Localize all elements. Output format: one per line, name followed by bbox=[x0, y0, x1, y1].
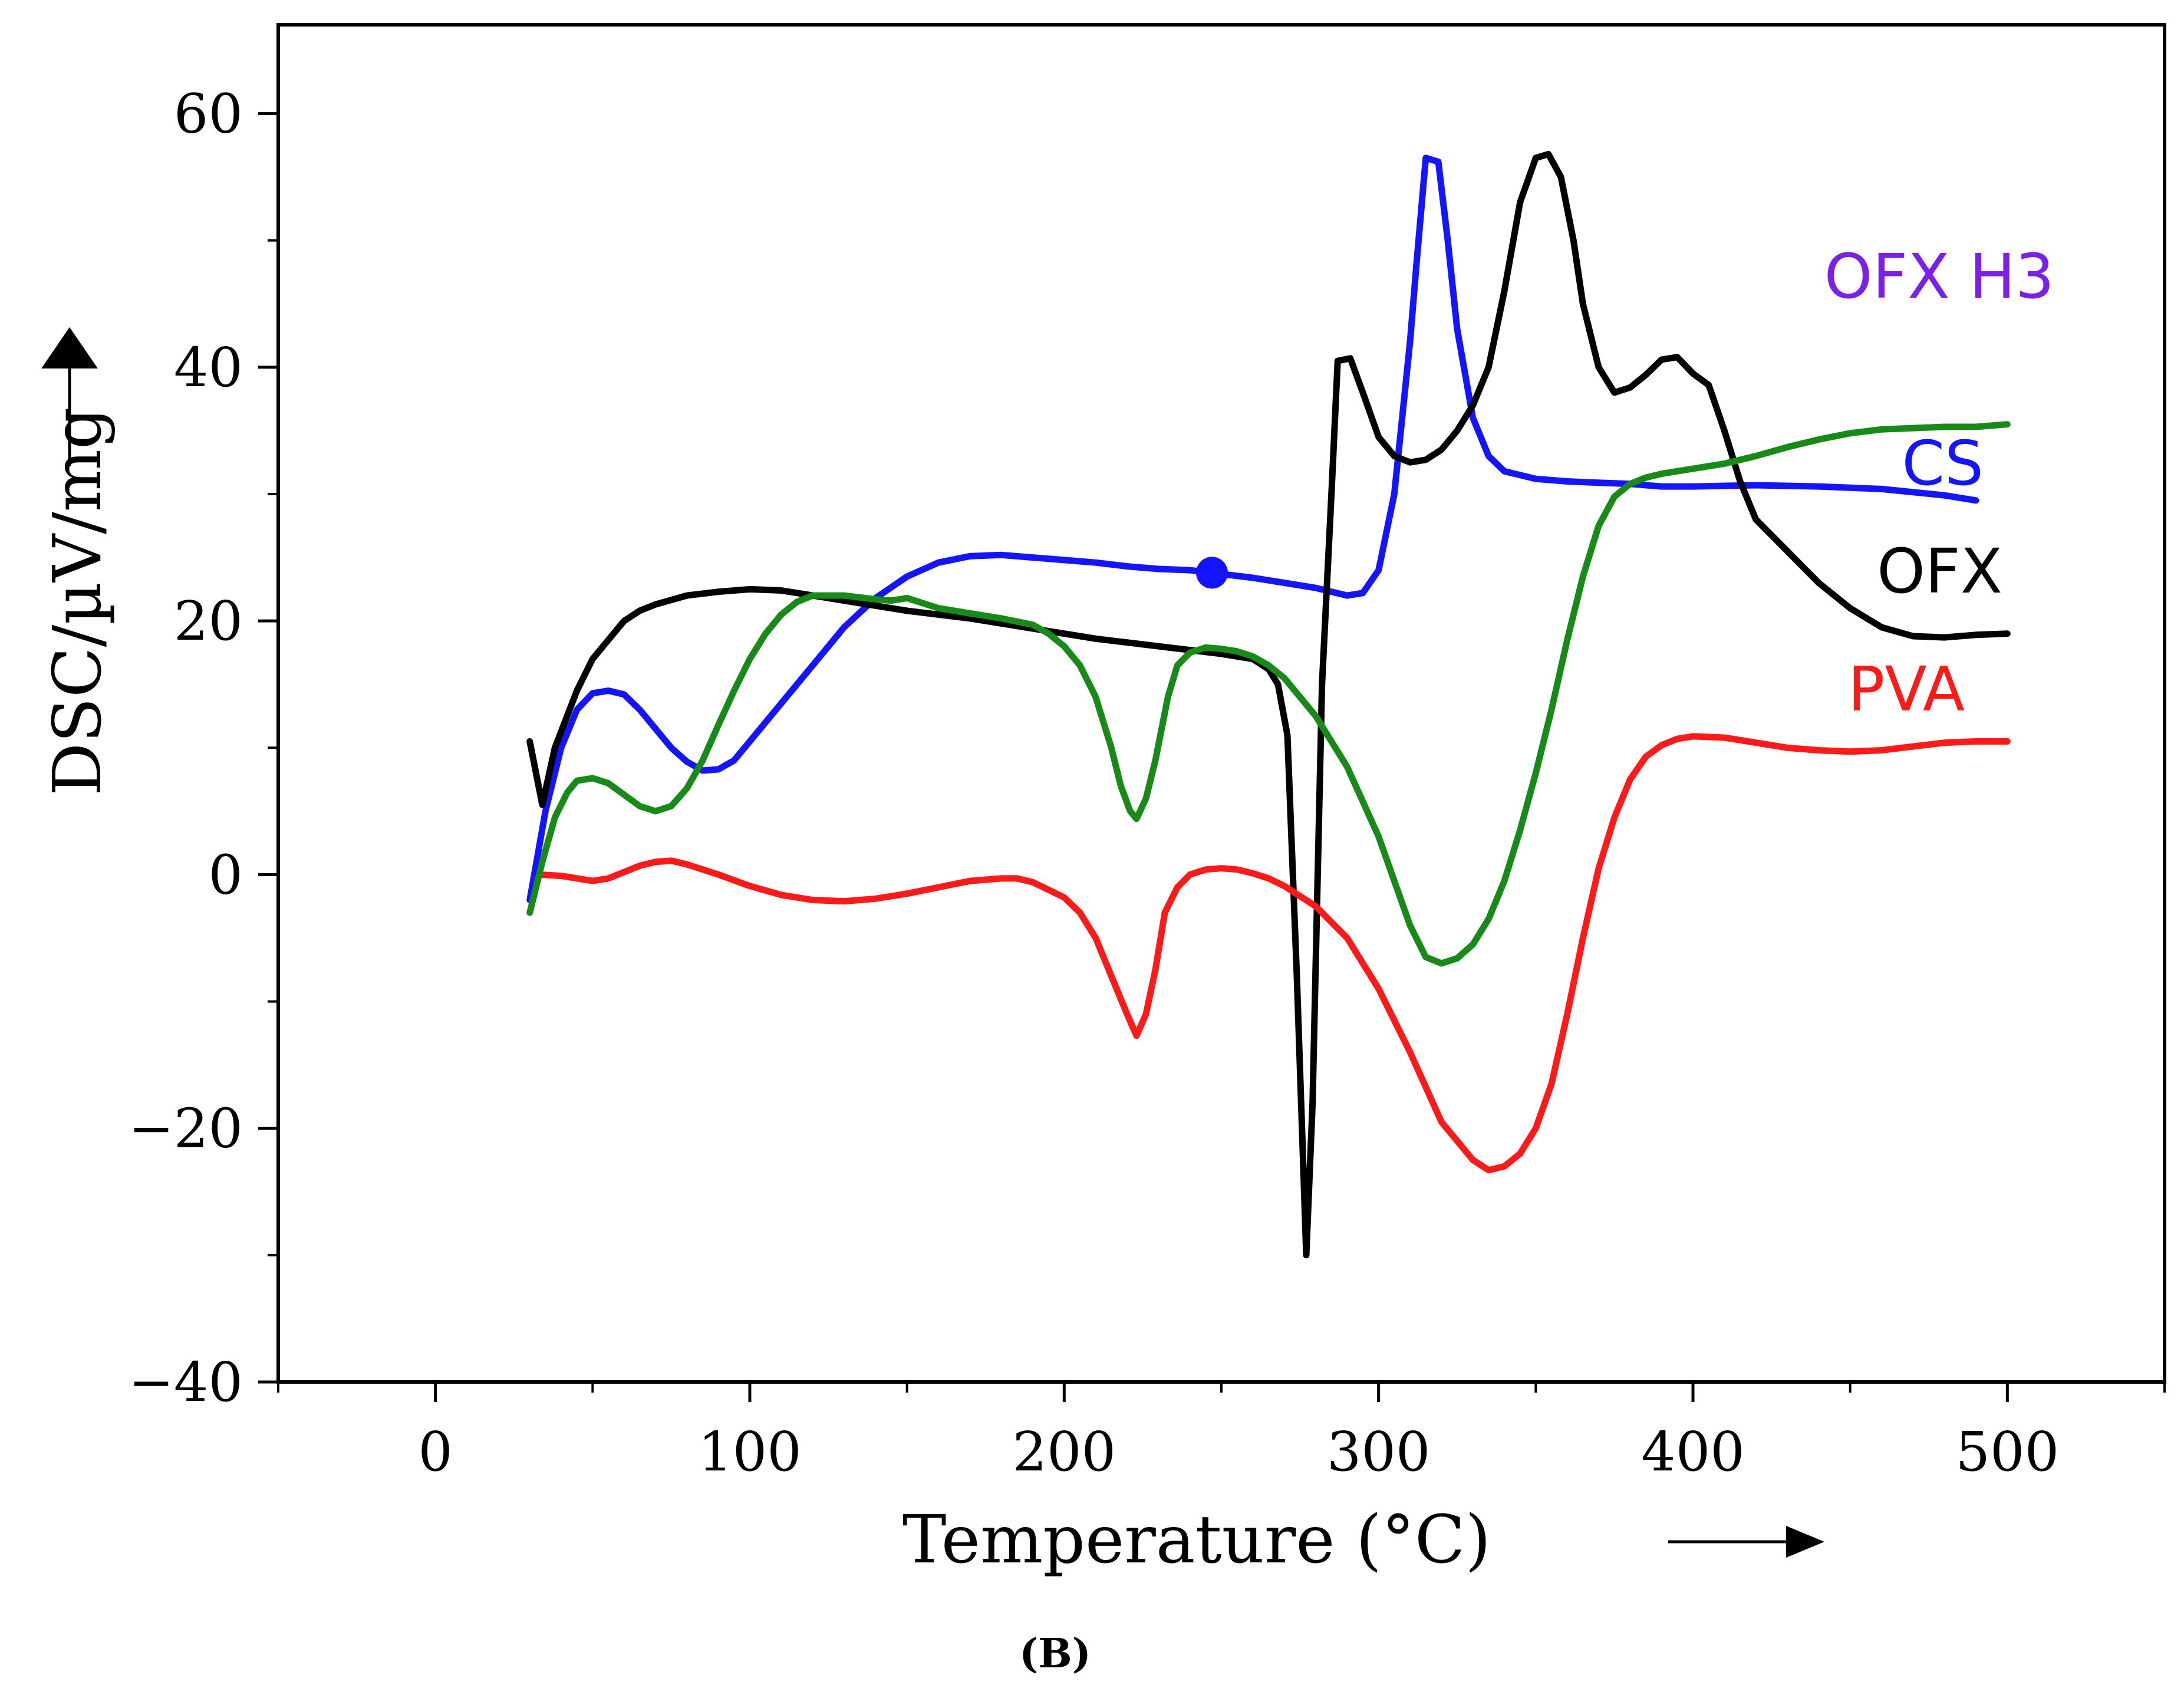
series-line-cs bbox=[526, 154, 1979, 903]
y-tick-label: −20 bbox=[129, 1097, 243, 1160]
x-tick-label: 200 bbox=[1013, 1420, 1116, 1483]
legend-label-cs: CS bbox=[1902, 427, 1984, 499]
x-tick-labels: 0 100 200 300 400 500 bbox=[418, 1420, 2059, 1483]
legend-label-pva: PVA bbox=[1848, 653, 1965, 725]
x-tick-label: 0 bbox=[418, 1420, 453, 1483]
series-line-pva bbox=[536, 733, 2011, 1174]
legend-label-ofx: OFX bbox=[1877, 535, 2002, 607]
y-tick-labels: −40 −20 0 20 40 60 bbox=[129, 83, 243, 1414]
series-line-unlabeled bbox=[526, 421, 2011, 967]
x-tick-label: 100 bbox=[698, 1420, 802, 1483]
axis-ticks bbox=[258, 112, 2166, 1402]
y-tick-label: 20 bbox=[174, 590, 243, 653]
y-axis-title: DSC/µV/mg bbox=[39, 407, 116, 795]
figure-caption: (B) bbox=[1019, 1630, 1091, 1677]
y-tick-label: 40 bbox=[174, 336, 243, 399]
x-tick-label: 500 bbox=[1956, 1420, 2060, 1483]
x-axis-arrow bbox=[1668, 1526, 1824, 1558]
series-marker-cs bbox=[1196, 557, 1228, 589]
legend-label-ofx-h3: OFX H3 bbox=[1824, 241, 2054, 312]
series-line-ofx bbox=[526, 150, 2011, 1259]
x-tick-label: 400 bbox=[1641, 1420, 1745, 1483]
y-tick-label: −40 bbox=[129, 1351, 243, 1414]
y-tick-label: 0 bbox=[208, 843, 243, 906]
y-tick-label: 60 bbox=[174, 83, 243, 146]
y-axis-arrow bbox=[41, 327, 98, 466]
x-tick-label: 300 bbox=[1327, 1420, 1431, 1483]
series-layer bbox=[526, 150, 2011, 1259]
x-axis-title: Temperature (°C) bbox=[902, 1502, 1491, 1578]
